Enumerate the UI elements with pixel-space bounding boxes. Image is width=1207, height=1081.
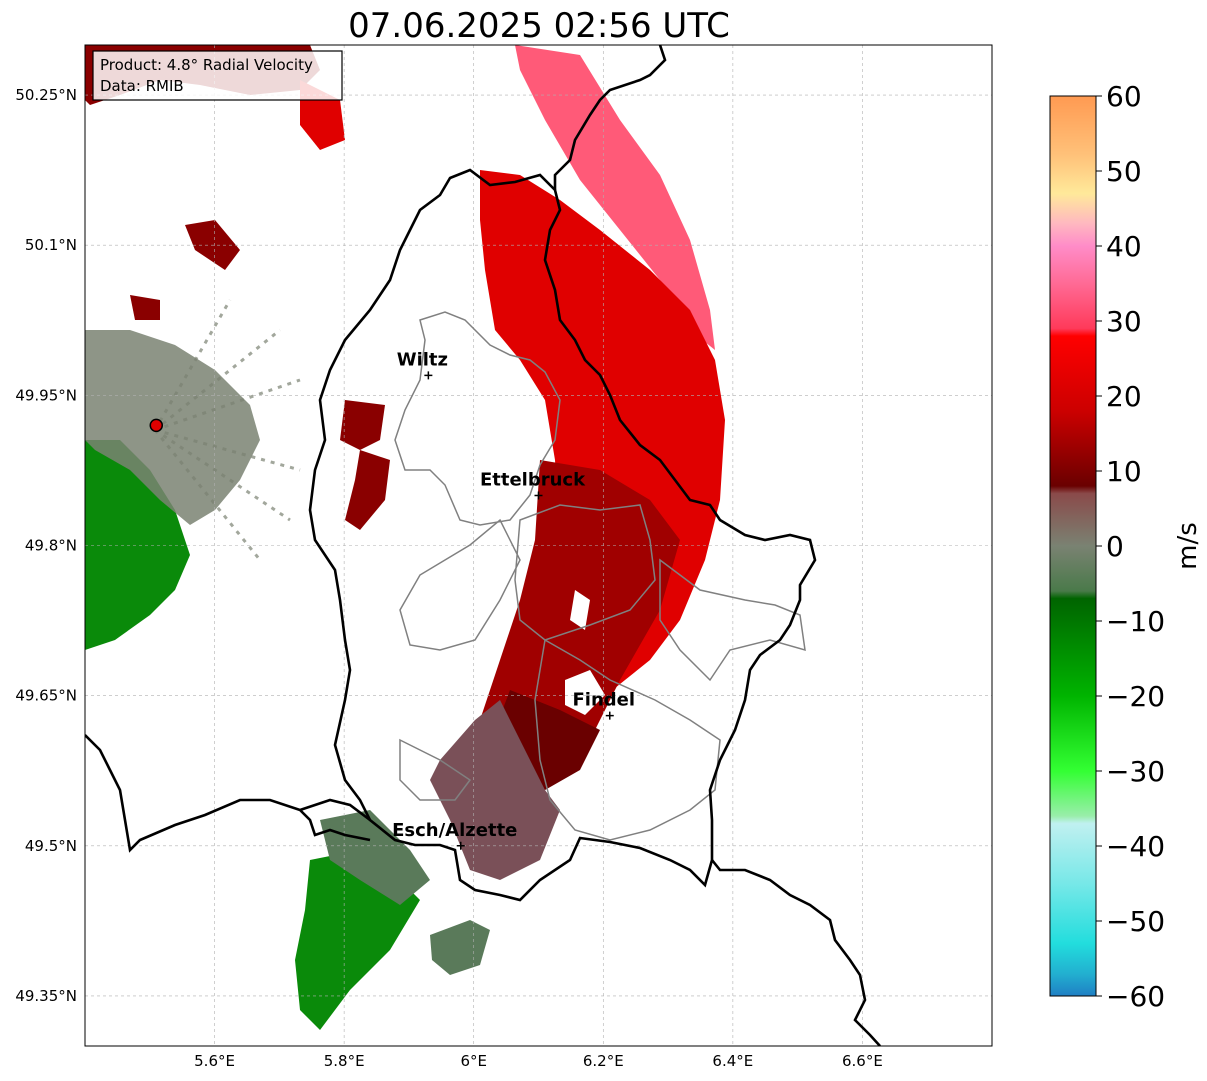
colorbar-tick-label: 20 xyxy=(1106,380,1142,413)
colorbar-tick-label: 0 xyxy=(1106,530,1124,563)
city-labels: Wiltz Ettelbruck Findel Esch/Alzette xyxy=(392,349,635,850)
lat-tick-label: 49.35°N xyxy=(15,987,77,1005)
greygreen-echo-south xyxy=(320,810,430,905)
map-panel: Wiltz Ettelbruck Findel Esch/Alzette Produc… xyxy=(15,44,993,1070)
lon-tick-label: 6.4°E xyxy=(712,1052,753,1070)
borders xyxy=(85,45,881,1046)
band-hole-1 xyxy=(565,670,605,715)
colorbar-tick-labels: 60 50 40 30 20 10 0 −10 −20 −30 −40 −50 −60 xyxy=(1096,80,1165,1013)
colorbar-tick-label: 40 xyxy=(1106,230,1142,263)
colorbar-tick-label: −30 xyxy=(1106,755,1165,788)
city-marker xyxy=(534,491,543,500)
city-marker xyxy=(456,841,465,850)
lon-tick-label: 5.6°E xyxy=(194,1052,235,1070)
lat-tick-label: 49.5°N xyxy=(25,837,77,855)
lat-tick-label: 49.8°N xyxy=(25,537,77,555)
lon-tick-label: 6.2°E xyxy=(583,1052,624,1070)
lat-tick-label: 50.25°N xyxy=(15,86,77,104)
colorbar-tick-label: −50 xyxy=(1106,905,1165,938)
colorbar-tick-label: −10 xyxy=(1106,605,1165,638)
figure-title: 07.06.2025 02:56 UTC xyxy=(348,6,730,46)
info-box-background xyxy=(92,50,343,101)
country-border-luxembourg xyxy=(308,168,817,902)
info-box: Product: 4.8° Radial Velocity Data: RMIB xyxy=(92,50,343,101)
lat-tick-label: 49.95°N xyxy=(15,386,77,404)
map-frame xyxy=(84,44,993,1047)
darkred-echo-small-3 xyxy=(345,450,390,530)
lon-tick-label: 6°E xyxy=(460,1052,487,1070)
colorbar-tick-label: 50 xyxy=(1106,155,1142,188)
colorbar: 60 50 40 30 20 10 0 −10 −20 −30 −40 −50 −60 m/s xyxy=(1049,80,1203,1013)
lon-tick-label: 5.8°E xyxy=(324,1052,365,1070)
city-label: Ettelbruck xyxy=(480,469,586,490)
colorbar-label: m/s xyxy=(1173,522,1203,570)
colorbar-gradient xyxy=(1049,95,1097,997)
city-marker xyxy=(605,711,614,720)
greygreen-echo-south-2 xyxy=(430,920,490,975)
colorbar-tick-label: 60 xyxy=(1106,80,1142,113)
lat-tick-label: 49.65°N xyxy=(15,687,77,705)
latitude-tick-labels: 50.25°N 50.1°N 49.95°N 49.8°N 49.65°N 49.5°N 4… xyxy=(15,86,77,1005)
grey-echo-west xyxy=(85,330,260,525)
colorbar-tick-label: 30 xyxy=(1106,305,1142,338)
lon-tick-label: 6.6°E xyxy=(842,1052,883,1070)
colorbar-tick-label: −20 xyxy=(1106,680,1165,713)
colorbar-tick-label: 10 xyxy=(1106,455,1142,488)
info-box-source: Data: RMIB xyxy=(100,77,184,95)
city-label: Findel xyxy=(572,690,635,711)
darkred-echo-small-2 xyxy=(340,400,385,450)
country-border-southwest xyxy=(85,734,371,853)
city-label: Wiltz xyxy=(397,349,448,370)
colorbar-tick-label: −40 xyxy=(1106,830,1165,863)
radar-site-marker xyxy=(149,418,164,433)
pink-band xyxy=(515,45,715,350)
longitude-tick-labels: 5.6°E 5.8°E 6°E 6.2°E 6.4°E 6.6°E xyxy=(194,1052,883,1070)
info-box-product: Product: 4.8° Radial Velocity xyxy=(100,56,313,74)
band-hole-2 xyxy=(570,590,590,630)
colorbar-tick-label: −60 xyxy=(1106,980,1165,1013)
grey-echo-rays xyxy=(153,299,301,561)
country-border-east xyxy=(553,45,667,190)
country-border-east-2 xyxy=(710,859,881,1046)
lat-tick-label: 50.1°N xyxy=(25,236,77,254)
city-marker xyxy=(424,371,433,380)
brown-band xyxy=(430,700,560,880)
radar-layer xyxy=(85,45,725,1030)
darkred-echo-small-4 xyxy=(130,295,160,320)
canton-borders xyxy=(394,311,806,841)
city-label: Esch/Alzette xyxy=(392,820,517,841)
